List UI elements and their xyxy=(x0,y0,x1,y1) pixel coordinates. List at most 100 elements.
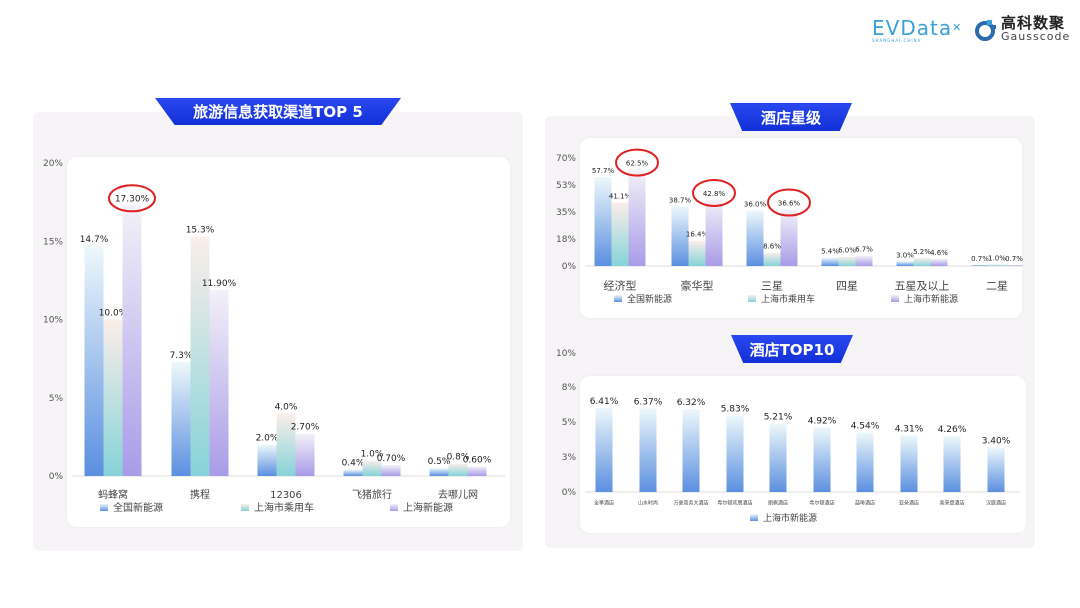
legend-label: 上海市乘用车 xyxy=(761,293,815,305)
category-label: 万豪商务大酒店 xyxy=(673,500,708,507)
category-label: 希尔顿欢朋酒店 xyxy=(717,500,752,507)
data-label: 57.7% xyxy=(592,167,615,175)
bar xyxy=(896,261,914,266)
data-label: 6.0% xyxy=(838,247,856,255)
bar xyxy=(595,407,613,492)
evdata-logo: EVData✕ SHANGHAI CHINA xyxy=(872,16,963,43)
highlight-circle xyxy=(767,188,811,217)
bar xyxy=(639,408,657,492)
legend-label: 上海新能源 xyxy=(403,501,453,514)
legend-swatch xyxy=(891,295,899,302)
y-tick-label: 0% xyxy=(562,262,577,272)
data-label: 4.6% xyxy=(930,249,948,257)
data-label: 36.6% xyxy=(778,200,801,208)
data-label: 4.26% xyxy=(938,425,967,435)
y-tick-label: 70% xyxy=(556,154,576,164)
bar xyxy=(838,256,856,266)
legend-swatch xyxy=(614,295,622,302)
data-label: 0.4% xyxy=(342,459,365,469)
data-label: 5.83% xyxy=(721,404,750,414)
data-label: 2.70% xyxy=(291,423,320,433)
y-tick-label: 53% xyxy=(556,181,576,191)
data-label: 0.8% xyxy=(447,452,470,462)
category-label: 经济型 xyxy=(604,279,637,293)
legend-label: 上海市新能源 xyxy=(763,512,817,524)
data-label: 16.4% xyxy=(686,231,709,239)
category-label: 丽枫酒店 xyxy=(768,500,788,507)
top10-chart-title: 酒店TOP10 xyxy=(749,340,835,359)
category-label: 携程 xyxy=(190,488,210,501)
data-label: 38.7% xyxy=(669,196,692,204)
bar xyxy=(448,463,468,476)
data-label: 6.32% xyxy=(677,398,706,408)
legend-label: 全国新能源 xyxy=(627,293,672,305)
bar xyxy=(671,206,689,266)
data-label: 10.0% xyxy=(99,309,128,319)
category-label: 三星 xyxy=(761,280,783,293)
category-label: 全季酒店 xyxy=(594,500,614,507)
data-label: 3.0% xyxy=(896,251,914,259)
bar xyxy=(971,264,989,266)
bar xyxy=(987,447,1005,492)
bar xyxy=(381,465,401,476)
bar xyxy=(594,176,612,266)
y-tick-label: 0% xyxy=(49,472,64,482)
bar xyxy=(103,319,123,476)
gausscode-logo: 高科数聚 Gausscode xyxy=(974,16,1070,44)
legend-swatch xyxy=(748,295,756,302)
category-label: 喜来登酒店 xyxy=(939,500,964,507)
highlight-circle xyxy=(615,148,659,177)
category-label: 山水时尚 xyxy=(638,500,658,507)
category-label: 12306 xyxy=(270,490,302,501)
bar xyxy=(295,433,315,476)
legend-swatch xyxy=(100,504,108,511)
bar xyxy=(855,255,873,266)
data-label: 4.31% xyxy=(895,424,924,434)
bar xyxy=(856,432,874,492)
category-label: 希尔顿酒店 xyxy=(809,500,834,507)
data-label: 4.0% xyxy=(275,402,298,412)
data-label: 4.92% xyxy=(808,416,837,426)
data-label: 5.21% xyxy=(764,413,793,423)
y-tick-label: 18% xyxy=(556,235,576,245)
data-label: 0.60% xyxy=(463,456,492,466)
bar xyxy=(209,289,229,476)
y-tick-label: 5% xyxy=(562,418,577,428)
channel-chart-title: 旅游信息获取渠道TOP 5 xyxy=(193,103,363,121)
data-label: 15.3% xyxy=(186,226,215,236)
data-label: 11.90% xyxy=(202,279,237,289)
category-label: 二星 xyxy=(986,280,1008,293)
bar xyxy=(343,469,363,476)
star-title-banner: 酒店星级 xyxy=(730,103,852,131)
category-label: 去哪儿网 xyxy=(438,489,478,501)
legend-label: 全国新能源 xyxy=(113,501,163,514)
legend-swatch xyxy=(390,504,398,511)
highlight-circle xyxy=(692,178,736,207)
channel-title-banner: 旅游信息获取渠道TOP 5 xyxy=(155,98,401,125)
bar xyxy=(1005,264,1023,266)
bar xyxy=(821,257,839,266)
y-tick-label: 35% xyxy=(556,208,576,218)
data-label: 2.0% xyxy=(256,434,279,444)
y-tick-label: 0% xyxy=(562,488,577,498)
legend-label: 上海市乘用车 xyxy=(254,501,314,514)
bar xyxy=(190,236,210,476)
bar xyxy=(763,252,781,266)
bar xyxy=(84,245,104,476)
category-label: 喆啡酒店 xyxy=(855,500,875,507)
bar xyxy=(122,205,142,476)
data-label: 41.1% xyxy=(609,193,632,201)
y-tick-label: 10% xyxy=(556,349,576,359)
data-label: 17.30% xyxy=(115,194,150,204)
data-label: 14.7% xyxy=(80,235,109,245)
y-tick-label: 10% xyxy=(43,316,63,326)
category-label: 四星 xyxy=(836,280,858,293)
data-label: 0.70% xyxy=(377,454,406,464)
category-label: 飞猪旅行 xyxy=(352,488,392,501)
data-label: 5.2% xyxy=(913,248,931,256)
bar xyxy=(900,435,918,492)
legend-swatch xyxy=(241,504,249,511)
bar xyxy=(746,210,764,266)
data-label: 0.7% xyxy=(1005,255,1023,263)
data-label: 0.5% xyxy=(428,457,451,467)
